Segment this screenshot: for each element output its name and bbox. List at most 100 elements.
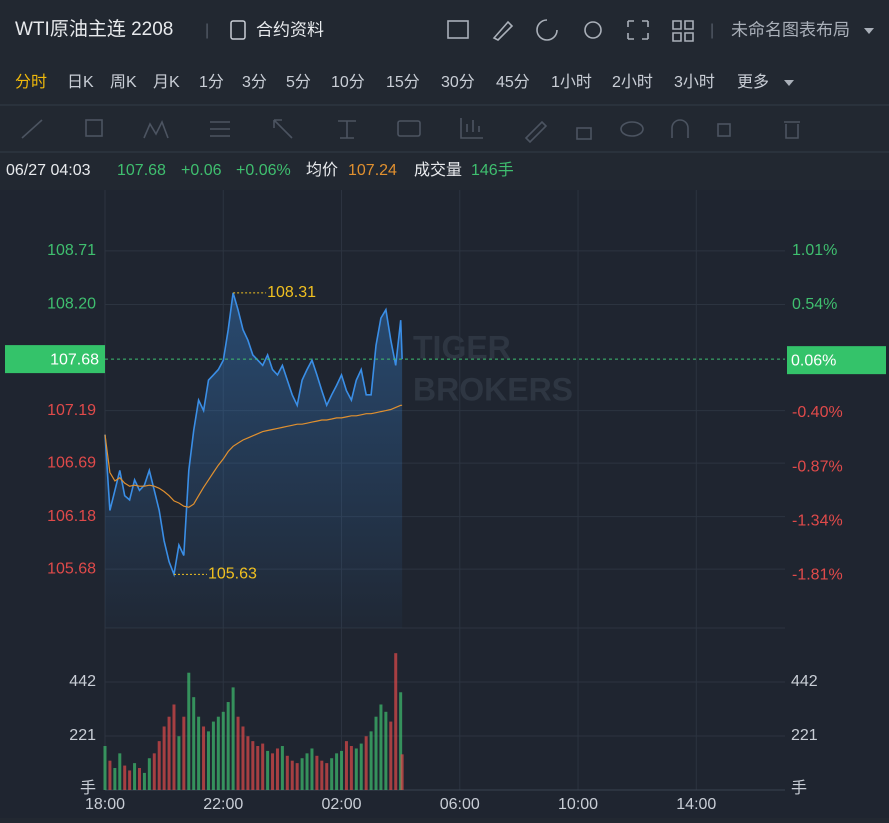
tool-copy[interactable] [717,123,731,137]
volume-bar [330,758,334,790]
timeframe[interactable]: 10分 [331,73,365,91]
volume-bar [226,702,230,790]
volume-bar [305,753,309,790]
timeframe[interactable]: 月K [153,74,180,91]
volume-bar [211,721,215,790]
timeframe[interactable]: 日K [67,74,94,91]
y2-tick-label: 1.01% [792,242,837,259]
timeframe[interactable]: 分时 [15,73,47,91]
timeframe[interactable]: 1小时 [551,73,592,91]
icon-layout[interactable] [672,20,694,42]
tool-magnet[interactable] [671,119,689,138]
separator: | [710,22,714,39]
y2-tick-label: -1.81% [792,566,843,583]
price-line [104,292,403,578]
symbol[interactable]: WTI原油主连 2208 [15,18,173,40]
volume-tick-label: 221 [791,727,818,744]
volume-bar [310,748,314,790]
volume-tick-label: 442 [791,673,818,690]
icon-undo[interactable] [536,19,558,41]
price-tag-label: 107.68 [50,351,99,368]
volume-bar [246,736,250,790]
volume-bar [374,716,378,790]
volume-bar [177,736,181,790]
timeframe[interactable]: 2小时 [612,73,653,91]
drawing-tools [21,118,800,144]
tool-delete[interactable] [784,121,800,139]
volume-tick-label: 442 [69,673,96,690]
y-tick-label: 105.68 [47,560,96,577]
volume-bar [197,716,201,790]
tool-fib[interactable] [210,121,230,137]
volume-bar [221,711,225,790]
tool-arrow[interactable] [273,119,293,139]
y-tick-label: 108.20 [47,296,96,313]
tool-rect[interactable] [85,119,103,137]
x-tick-label: 14:00 [676,796,716,813]
change-tag-label: 0.06% [791,352,836,369]
info-change-pct: +0.06% [236,162,291,179]
volume-bar [192,697,196,790]
annotation-label: 108.31 [267,284,316,301]
x-tick-label: 10:00 [558,796,598,813]
doc-icon[interactable] [230,20,246,40]
dropdown-arrow[interactable] [784,80,794,86]
y-tick-label: 107.19 [47,402,96,419]
volume-bar [261,743,265,790]
volume-bar [236,716,240,790]
timeframe[interactable]: 30分 [441,73,475,91]
dropdown-arrow[interactable] [864,28,874,34]
volume-bar [133,763,137,790]
tool-lock[interactable] [576,127,592,140]
tool-brush[interactable] [524,120,548,144]
icon-edit[interactable] [492,20,514,41]
timeframe[interactable]: 更多 [737,73,769,91]
timeframe[interactable]: 3小时 [674,73,715,91]
timeframe[interactable]: 周K [110,74,137,91]
volume-bar [172,704,176,790]
volume-bar [325,763,329,790]
watermark: BROKERS [413,371,573,407]
volume-bar [354,748,358,790]
layout-name[interactable]: 未命名图表布局 [731,20,850,39]
timeframe[interactable]: 5分 [286,73,311,91]
tool-line[interactable] [21,119,43,139]
icon-fullscreen[interactable] [627,20,649,40]
volume-bar [182,716,186,790]
tool-eye[interactable] [620,121,644,137]
info-avg-label: 均价 [306,161,338,179]
timeframe[interactable]: 3分 [242,73,267,91]
timeframe[interactable]: 1分 [199,73,224,91]
price-tag [5,345,105,374]
contract-info[interactable]: 合约资料 [256,20,324,39]
volume-bar [384,711,388,790]
tool-text[interactable] [338,120,356,139]
y2-tick-label: -0.87% [792,458,843,475]
volume-bar [315,755,319,790]
tool-wave[interactable] [143,120,169,139]
timeframe[interactable]: 45分 [496,73,530,91]
x-tick-label: 02:00 [321,796,361,813]
tool-measure[interactable] [460,118,483,139]
volume-unit: 手 [80,779,96,797]
icon-settings[interactable] [584,21,602,39]
volume-bar [340,750,344,790]
avg-line [104,404,403,508]
volume-bar [364,736,368,790]
icon-indicator[interactable] [447,20,469,39]
volume-bar [271,753,275,790]
volume-bar [152,753,156,790]
info-change: +0.06 [181,162,222,179]
volume-bar [349,746,353,790]
timeframe[interactable]: 15分 [386,73,420,91]
x-tick-label: 06:00 [440,796,480,813]
volume-bar [157,741,161,790]
volume-bar [256,746,260,790]
volume-bar [335,753,339,790]
volume-bar [137,768,141,790]
volume-bar [162,726,166,790]
annotation-label: 105.63 [208,566,257,583]
volume-bar [344,741,348,790]
volume-bar [369,731,373,790]
tool-note[interactable] [397,120,421,137]
